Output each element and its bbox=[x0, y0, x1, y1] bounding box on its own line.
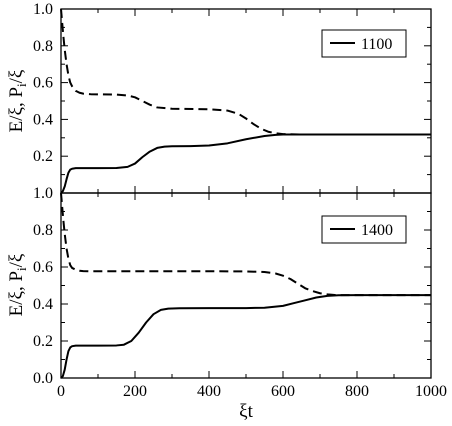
y-tick-label: 1.0 bbox=[33, 1, 53, 18]
y-tick-label: 0.6 bbox=[33, 75, 53, 92]
x-tick-label: 0 bbox=[57, 383, 65, 400]
y-tick-label: 0.6 bbox=[33, 259, 53, 276]
bottom-legend-label: 1400 bbox=[361, 222, 393, 239]
top-legend: 1100 bbox=[321, 29, 407, 58]
y-tick-label: 1.0 bbox=[33, 185, 53, 202]
svg-text:E/ξ, Pi/ξ: E/ξ, Pi/ξ bbox=[6, 69, 29, 132]
bottom-dashed-series-line bbox=[60, 192, 431, 297]
x-tick-label: 800 bbox=[345, 383, 369, 400]
plot-series bbox=[60, 8, 431, 379]
x-tick-label: 1000 bbox=[415, 383, 447, 400]
axis-ticks bbox=[60, 8, 432, 379]
tick-labels: 1.0 0.8 0.6 0.4 0.2 1.0 0.8 0.6 0.4 0.2 0.00 200 400… bbox=[33, 1, 447, 400]
x-tick-label: 200 bbox=[123, 383, 147, 400]
y-tick-label: 0.8 bbox=[33, 222, 53, 239]
top-solid-series-line bbox=[60, 133, 431, 194]
x-axis-label: ξt bbox=[239, 401, 253, 422]
bottom-legend: 1400 bbox=[321, 215, 407, 244]
top-dashed-series-line bbox=[60, 8, 431, 136]
y-tick-label: 0.2 bbox=[33, 333, 53, 350]
y-tick-label: 0.8 bbox=[33, 38, 53, 55]
x-tick-label: 600 bbox=[271, 383, 295, 400]
top-legend-label: 1100 bbox=[361, 36, 392, 53]
svg-text:E/ξ, Pi/ξ: E/ξ, Pi/ξ bbox=[6, 253, 29, 316]
y-tick-label: 0.0 bbox=[33, 370, 53, 387]
y-tick-label: 0.4 bbox=[33, 111, 53, 128]
bottom-solid-series-line bbox=[60, 294, 431, 379]
top-y-axis-label: E/ξ, Pi/ξ bbox=[6, 69, 29, 132]
bottom-y-axis-label: E/ξ, Pi/ξ bbox=[6, 253, 29, 316]
x-tick-label: 400 bbox=[197, 383, 221, 400]
y-tick-label: 0.2 bbox=[33, 148, 53, 165]
y-tick-label: 0.4 bbox=[33, 296, 53, 313]
